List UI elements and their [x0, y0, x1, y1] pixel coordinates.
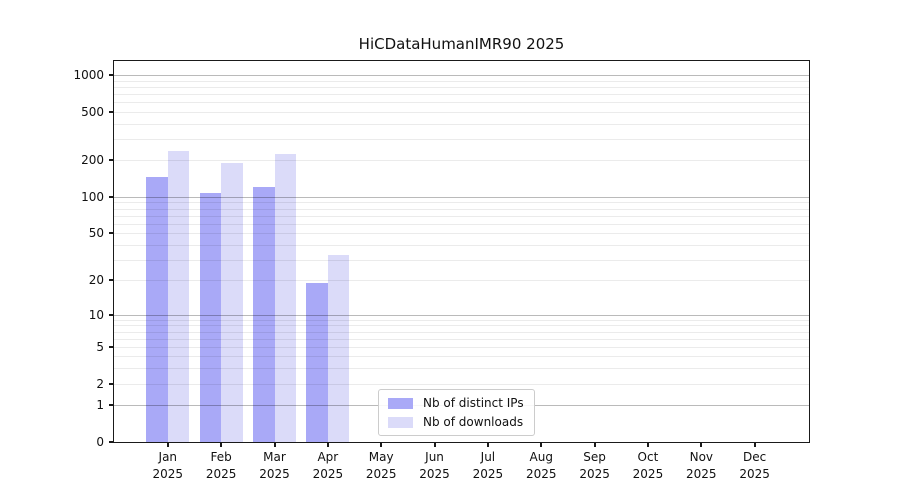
gridline-minor: [114, 338, 809, 340]
gridline-minor: [114, 319, 809, 321]
bar-distinct-ips: [146, 177, 168, 442]
x-tick-label: Jun 2025: [419, 450, 450, 481]
y-tick-mark: [109, 313, 114, 316]
x-tick-mark: [700, 442, 703, 447]
bar-downloads: [221, 162, 243, 442]
y-tick-label: 1000: [73, 67, 104, 82]
gridline-minor: [114, 202, 809, 204]
chart-title: HiCDataHumanIMR90 2025: [358, 35, 565, 53]
y-tick-label: 100: [81, 189, 104, 204]
y-tick-mark: [109, 404, 114, 407]
y-tick-label: 0: [96, 435, 104, 449]
bar-distinct-ips: [253, 187, 275, 442]
gridline-minor: [114, 102, 809, 104]
gridline-minor: [114, 244, 809, 246]
y-tick-label: 5: [96, 339, 104, 354]
x-tick-label: Oct 2025: [632, 450, 664, 481]
bar-distinct-ips: [199, 193, 222, 442]
y-tick-mark: [109, 345, 114, 348]
x-tick-mark: [166, 442, 169, 447]
gridline-minor: [114, 368, 809, 370]
x-tick-label: Jan 2025: [152, 450, 184, 481]
x-tick-mark: [220, 442, 223, 447]
x-tick-mark: [380, 442, 383, 447]
x-tick-label: Nov 2025: [686, 450, 717, 481]
y-tick-label: 200: [81, 153, 104, 168]
legend-item-distinct-ips: Nb of distinct IPs: [388, 396, 524, 410]
gridline-minor: [114, 325, 809, 327]
y-tick-label: 10: [88, 307, 104, 322]
y-tick-mark: [109, 441, 114, 443]
legend-swatch-downloads: [388, 416, 413, 428]
y-tick-label: 50: [88, 226, 104, 241]
gridline-minor: [114, 383, 809, 385]
gridline-major: [114, 74, 809, 76]
legend-swatch-distinct-ips: [388, 397, 413, 409]
plot-area: Nb of distinct IPs Nb of downloads 0 1 2 5 1…: [73, 60, 810, 481]
x-tick-label: May 2025: [365, 450, 397, 481]
gridline-minor: [114, 280, 809, 282]
y-tick-label: 500: [81, 104, 104, 119]
gridline-minor: [114, 86, 809, 88]
bar-downloads: [274, 154, 296, 442]
y-tick-mark: [109, 195, 114, 198]
bar-downloads: [327, 254, 350, 442]
gridline-minor: [114, 123, 809, 125]
gridline-minor: [114, 233, 809, 235]
x-tick-label: Feb 2025: [205, 450, 237, 481]
gridline-minor: [114, 331, 809, 333]
gridline-major: [114, 314, 809, 316]
y-tick-label: 20: [88, 273, 104, 288]
y-tick-mark: [109, 110, 114, 113]
bar-distinct-ips: [306, 282, 328, 442]
gridline-minor: [114, 356, 809, 358]
gridline-minor: [114, 259, 809, 261]
x-tick-mark: [593, 442, 596, 447]
gridline-minor: [114, 93, 809, 95]
y-tick-mark: [109, 382, 114, 385]
y-tick-mark: [109, 159, 114, 162]
gridline-minor: [114, 346, 809, 348]
y-tick-mark: [109, 232, 114, 235]
y-tick-mark: [109, 73, 114, 76]
legend: Nb of distinct IPs Nb of downloads: [378, 389, 535, 436]
x-tick-mark: [540, 442, 543, 447]
x-tick-label: Dec 2025: [739, 450, 770, 481]
gridline-minor: [114, 160, 809, 162]
x-tick-label: Jul 2025: [472, 450, 504, 481]
x-tick-mark: [753, 442, 756, 447]
gridline-minor: [114, 223, 809, 225]
x-tick-mark: [646, 442, 649, 447]
x-tick-label: Sep 2025: [579, 450, 610, 481]
y-tick-label: 2: [96, 376, 104, 391]
legend-label-downloads: Nb of downloads: [423, 415, 524, 429]
gridline-major: [114, 196, 809, 198]
x-tick-mark: [486, 442, 489, 447]
legend-item-downloads: Nb of downloads: [388, 415, 524, 429]
y-tick-label: 1: [96, 398, 104, 413]
gridline-minor: [114, 111, 809, 113]
bar-downloads: [167, 150, 190, 442]
x-tick-label: Apr 2025: [312, 450, 344, 481]
x-tick-mark: [326, 442, 329, 447]
gridline-minor: [114, 138, 809, 140]
x-tick-label: Mar 2025: [259, 450, 290, 481]
x-tick-mark: [433, 442, 436, 447]
y-tick-mark: [109, 279, 114, 282]
gridline-minor: [114, 80, 809, 82]
legend-label-distinct-ips: Nb of distinct IPs: [423, 396, 524, 410]
x-tick-mark: [273, 442, 276, 447]
gridline-minor: [114, 215, 809, 217]
gridline-minor: [114, 208, 809, 210]
x-tick-label: Aug 2025: [525, 450, 557, 481]
